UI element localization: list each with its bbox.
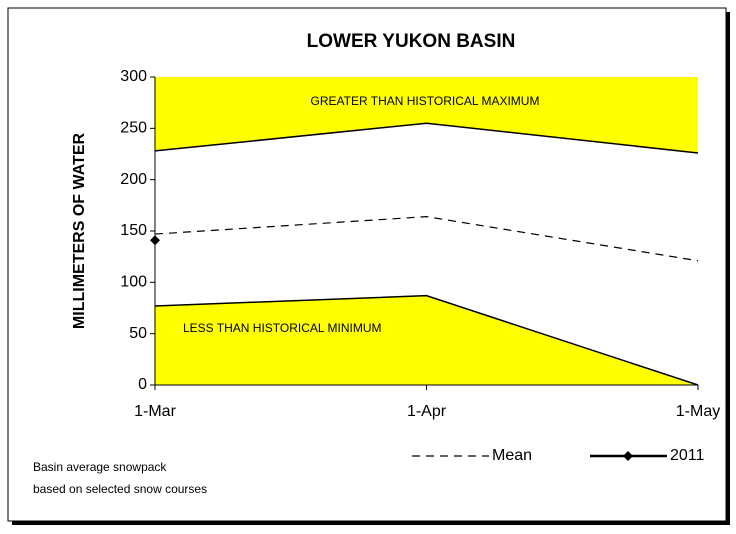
marker [150,235,160,246]
x-tick-label: 1-Apr [407,403,447,420]
annotation: GREATER THAN HISTORICAL MAXIMUM [311,94,540,108]
legend-label: Mean [492,447,532,464]
y-axis-label: MILLIMETERS OF WATER [71,132,88,329]
y-tick-label: 200 [120,171,147,188]
chart-title: LOWER YUKON BASIN [307,31,516,52]
lower-band [155,295,698,385]
annotation: LESS THAN HISTORICAL MINIMUM [183,321,381,335]
note: Basin average snowpack [33,460,167,474]
series-line [154,216,699,262]
lower-line [154,294,699,386]
y-tick-label: 300 [120,68,147,85]
note: based on selected snow courses [33,482,207,496]
y-tick-label: 250 [120,120,147,137]
y-tick-label: 50 [129,325,147,342]
legend-marker [623,451,633,461]
y-tick-label: 100 [120,274,147,291]
x-tick-label: 1-May [676,403,720,420]
x-tick-label: 1-Mar [134,403,176,420]
y-tick-label: 0 [138,376,147,393]
upper-band [155,77,698,153]
y-tick-label: 150 [120,222,147,239]
upper-line [154,122,699,154]
legend-label: 2011 [670,447,705,464]
